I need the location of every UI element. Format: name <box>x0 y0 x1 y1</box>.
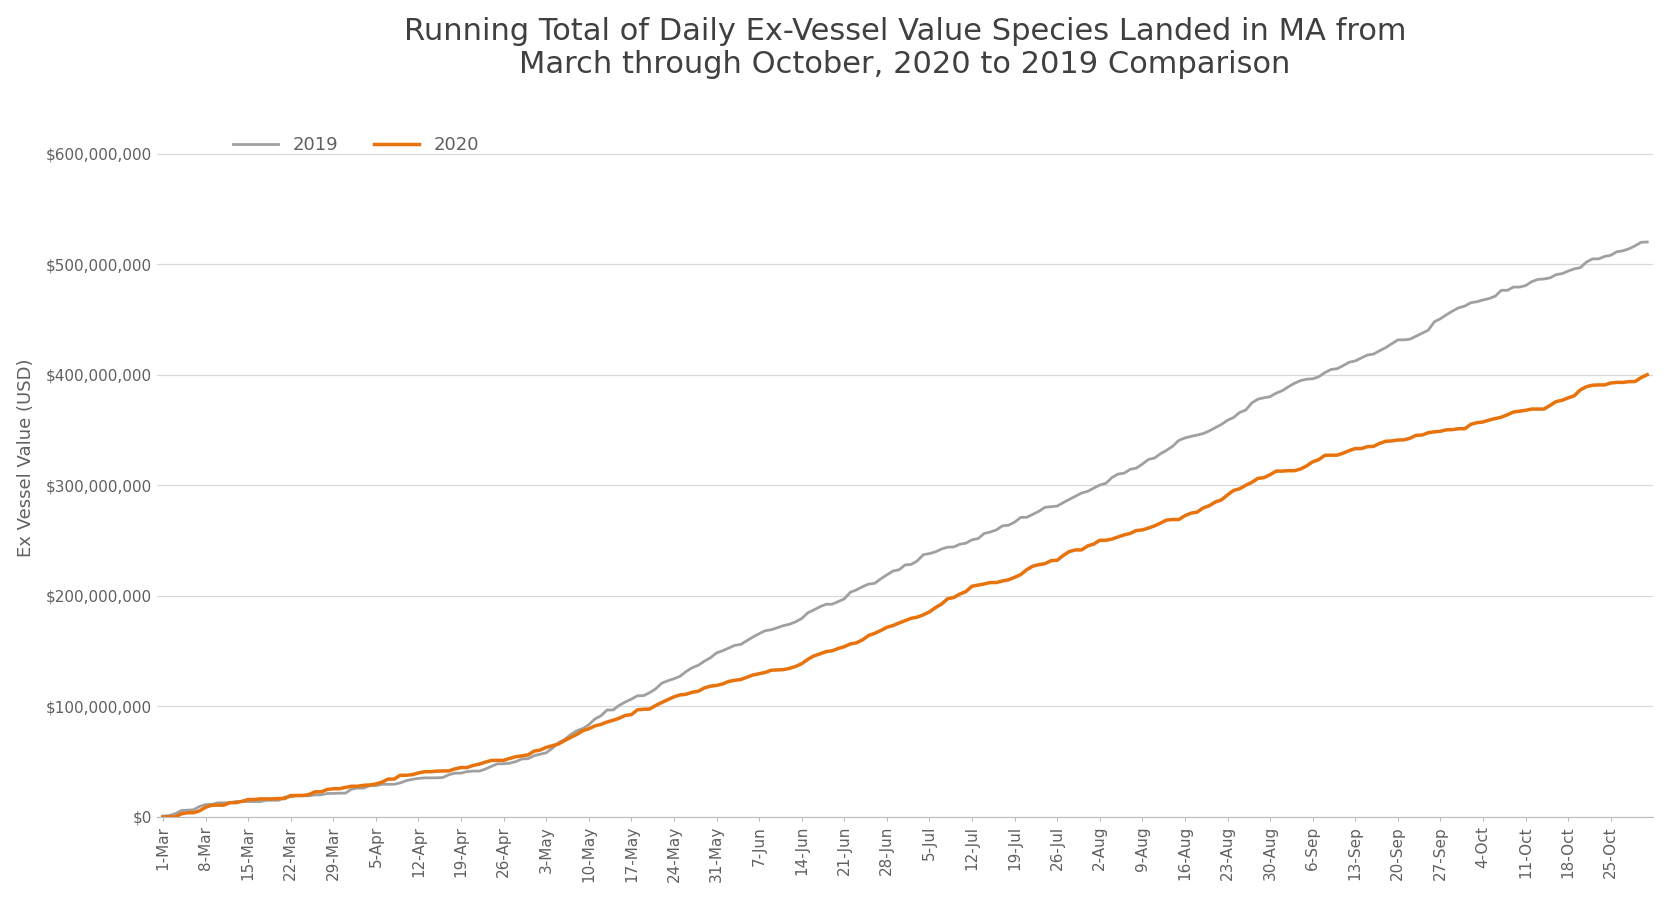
Line: 2019: 2019 <box>164 242 1647 816</box>
2020 <box>603 715 623 725</box>
2020 <box>670 690 690 700</box>
2019 <box>670 671 690 681</box>
2020 <box>354 780 374 791</box>
2019 <box>888 565 908 575</box>
2020 <box>1637 369 1657 380</box>
Title: Running Total of Daily Ex-Vessel Value Species Landed in MA from
March through O: Running Total of Daily Ex-Vessel Value S… <box>404 17 1406 79</box>
2019 <box>858 579 878 590</box>
2020 <box>154 812 174 823</box>
2020 <box>262 794 282 805</box>
Legend: 2019, 2020: 2019, 2020 <box>225 129 486 161</box>
Y-axis label: Ex Vessel Value (USD): Ex Vessel Value (USD) <box>17 359 35 556</box>
2019 <box>154 811 174 822</box>
2019 <box>262 795 282 806</box>
2020 <box>888 618 908 628</box>
Line: 2020: 2020 <box>164 375 1647 817</box>
2019 <box>603 705 623 716</box>
2019 <box>1637 236 1657 247</box>
2020 <box>858 630 878 641</box>
2019 <box>354 783 374 794</box>
